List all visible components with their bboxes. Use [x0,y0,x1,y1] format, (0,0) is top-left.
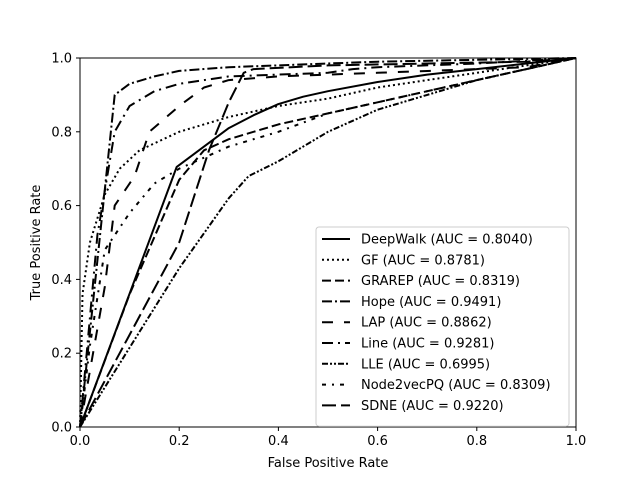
series-line-8 [79,57,577,428]
legend-entry-2: GF (AUC = 0.8781) [361,253,485,268]
legend-entry-3: GRAREP (AUC = 0.8319) [361,274,520,289]
legend: DeepWalk (AUC = 0.8040) GF (AUC = 0.8781)… [315,226,570,427]
series-line-7 [79,57,577,428]
legend-entry-7: LLE (AUC = 0.6995) [361,357,490,372]
y-tick-label: 0.4 [51,273,72,288]
x-tick-label: 0.8 [466,434,487,449]
legend-box [315,226,570,427]
legend-entry-1: DeepWalk (AUC = 0.8040) [361,233,533,248]
legend-entry-4: Hope (AUC = 0.9491) [361,295,501,310]
x-tick-label: 0.6 [367,434,388,449]
x-tick-label: 0.2 [169,434,190,449]
series-line-4 [79,57,577,428]
legend-entry-5: LAP (AUC = 0.8862) [361,316,492,331]
legend-entry-6: Line (AUC = 0.9281) [361,337,495,352]
series-line-2 [79,57,577,428]
ticks-layer: 0.0 0.2 0.4 0.6 0.8 1.0 0.0 0.2 0.4 0.6 0.8 1.0 [51,52,586,450]
y-tick-label: 1.0 [51,52,72,67]
series-line-1 [79,57,577,428]
series-line-9 [79,57,577,428]
series-line-6 [79,57,577,428]
x-tick-label: 1.0 [566,434,587,449]
y-tick-label: 0.0 [51,421,72,436]
x-axis-label: False Positive Rate [268,456,389,471]
y-tick-label: 0.6 [51,199,72,214]
plot-frame [79,57,577,428]
y-tick-label: 0.8 [51,125,72,140]
legend-entry-9: SDNE (AUC = 0.9220) [361,399,504,414]
legend-entry-8: Node2vecPQ (AUC = 0.8309) [361,378,551,393]
y-axis-label: True Positive Rate [29,185,44,302]
series-line-3 [79,57,577,428]
x-tick-label: 0.0 [70,434,91,449]
x-tick-label: 0.4 [268,434,289,449]
y-tick-label: 0.2 [51,347,72,362]
series-line-5 [79,57,577,428]
series-layer [79,57,577,428]
